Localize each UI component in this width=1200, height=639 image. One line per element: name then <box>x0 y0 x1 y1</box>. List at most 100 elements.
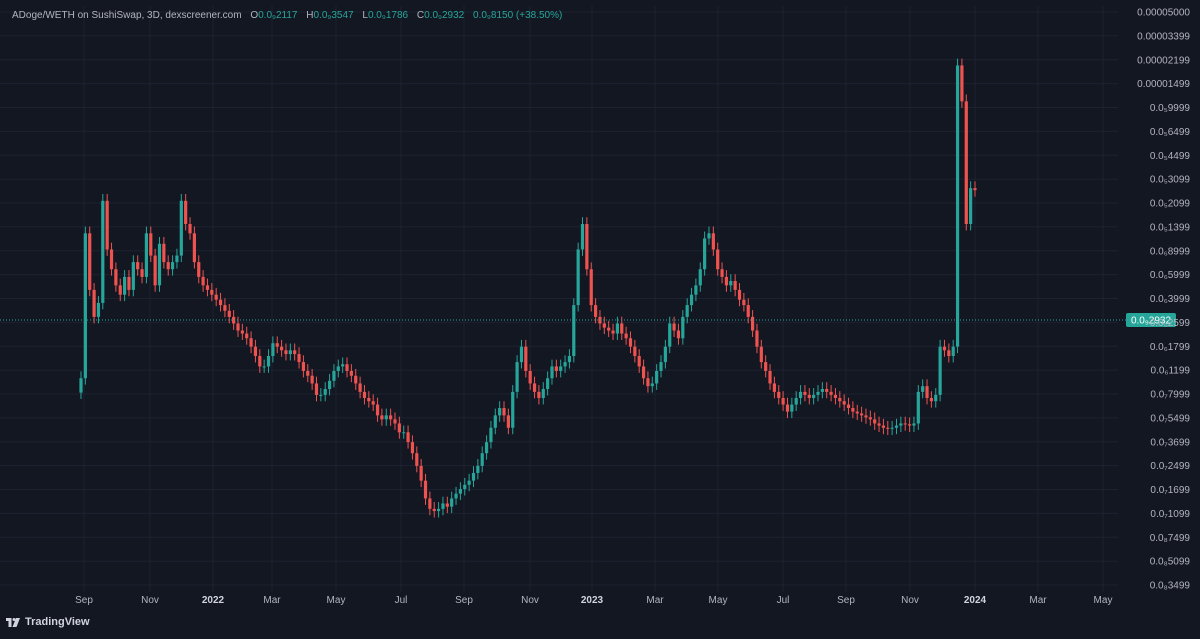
candle-body <box>410 442 415 454</box>
candle-body <box>445 503 449 507</box>
candle-body <box>607 327 611 331</box>
candle-body <box>759 346 763 363</box>
legend-close-value: 0.0₉2932 <box>424 10 465 21</box>
candle-body <box>750 316 755 331</box>
candle-body <box>777 391 781 398</box>
candle-body <box>807 394 811 398</box>
candle-body <box>419 465 423 481</box>
candle-body <box>846 404 851 409</box>
candle-body <box>572 305 576 357</box>
y-tick-label: 0.0₈7499 <box>1150 533 1191 544</box>
candle-body <box>938 346 942 395</box>
x-tick-label: 2022 <box>202 595 225 606</box>
y-tick-label: 0.0₈3499 <box>1150 581 1191 592</box>
candle-body <box>79 378 83 393</box>
candle-body <box>415 453 419 466</box>
candle-body <box>838 397 842 402</box>
y-tick-label: 0.00001499 <box>1137 79 1190 90</box>
candle-body <box>864 415 868 418</box>
legend-high-value: 0.0₉3547 <box>313 10 354 21</box>
candle-body <box>755 330 759 347</box>
legend-symbol: ADoge/WETH on SushiSwap, 3D, dexscreener… <box>12 10 242 21</box>
candle-body <box>371 401 375 405</box>
candle-body <box>384 415 388 420</box>
candle-body <box>314 383 319 395</box>
y-tick-label: 0.0₆5999 <box>1150 270 1191 281</box>
candle-body <box>214 294 218 300</box>
candle-body <box>109 249 114 270</box>
candle-body <box>402 432 406 434</box>
x-tick-label: Jul <box>395 595 408 606</box>
candle-body <box>184 200 188 225</box>
candle-body <box>803 391 807 395</box>
y-tick-label: 0.0₆2599 <box>1150 318 1191 329</box>
y-tick-label: 0.0₆1199 <box>1151 366 1191 377</box>
candle-body <box>101 200 105 303</box>
candle-body <box>742 299 746 306</box>
candle-body <box>232 316 236 324</box>
candle-body <box>563 362 567 367</box>
candle-body <box>532 383 537 392</box>
candle-body <box>881 425 886 428</box>
y-tick-label: 0.0₅1399 <box>1150 222 1191 233</box>
candle-body <box>969 188 973 225</box>
y-tick-label: 0.0₇7999 <box>1150 390 1190 401</box>
y-tick-label: 0.0₅9999 <box>1150 103 1191 114</box>
candle-body <box>960 65 964 102</box>
candle-body <box>733 281 737 290</box>
candle-body <box>336 366 340 371</box>
candle-body <box>637 356 641 367</box>
candle-body <box>218 299 223 306</box>
candle-body <box>772 383 776 392</box>
candle-body <box>253 346 258 357</box>
candle-body <box>737 289 742 300</box>
candle-body <box>310 375 314 384</box>
candle-body <box>812 394 816 398</box>
y-tick-label: 0.0₅6499 <box>1150 127 1191 138</box>
candle-body <box>689 294 694 306</box>
candle-body <box>327 380 332 389</box>
candle-body <box>118 285 122 295</box>
candle-body <box>899 423 903 426</box>
candle-body <box>432 508 436 512</box>
candle-body <box>197 262 201 277</box>
candle-body <box>790 404 794 412</box>
candle-body <box>541 388 545 398</box>
candle-body <box>332 370 336 381</box>
x-tick-label: May <box>327 595 346 606</box>
candle-body <box>502 408 506 416</box>
candle-body <box>768 370 772 384</box>
candle-body <box>406 432 410 443</box>
candle-body <box>170 262 175 270</box>
candle-body <box>96 302 101 317</box>
candle-body <box>615 323 619 334</box>
candle-body <box>550 366 554 379</box>
tradingview-branding[interactable]: TradingView <box>6 616 90 628</box>
candle-body <box>746 305 750 317</box>
candle-body <box>201 276 205 286</box>
candle-body <box>349 370 353 376</box>
x-tick-label: Nov <box>901 595 919 606</box>
x-tick-label: Sep <box>455 595 473 606</box>
candle-body <box>916 391 920 424</box>
candle-body <box>955 65 960 347</box>
y-tick-label: 0.00003399 <box>1137 31 1190 42</box>
x-tick-label: Nov <box>141 595 159 606</box>
candle-body <box>546 378 550 389</box>
x-tick-label: Nov <box>521 595 539 606</box>
candle-body <box>611 330 615 334</box>
candle-body <box>659 362 663 371</box>
candle-body <box>519 346 524 363</box>
candle-body <box>441 503 445 509</box>
candle-body <box>166 262 170 270</box>
candle-body <box>842 401 846 405</box>
candle-body <box>794 397 798 405</box>
candle-body <box>655 370 659 384</box>
candle-body <box>88 233 92 290</box>
candle-body <box>114 269 118 286</box>
x-tick-label: Mar <box>1029 595 1047 606</box>
candle-body <box>489 427 493 443</box>
candle-body <box>157 243 162 286</box>
